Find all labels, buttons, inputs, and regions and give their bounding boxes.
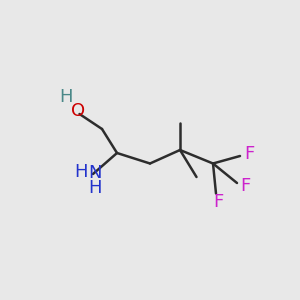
Text: F: F xyxy=(244,145,254,163)
Text: F: F xyxy=(213,193,224,211)
Text: H: H xyxy=(59,88,73,106)
Text: O: O xyxy=(71,102,85,120)
Text: F: F xyxy=(240,177,250,195)
Text: N: N xyxy=(88,164,101,182)
Text: H: H xyxy=(88,179,102,197)
Text: H: H xyxy=(74,163,88,181)
